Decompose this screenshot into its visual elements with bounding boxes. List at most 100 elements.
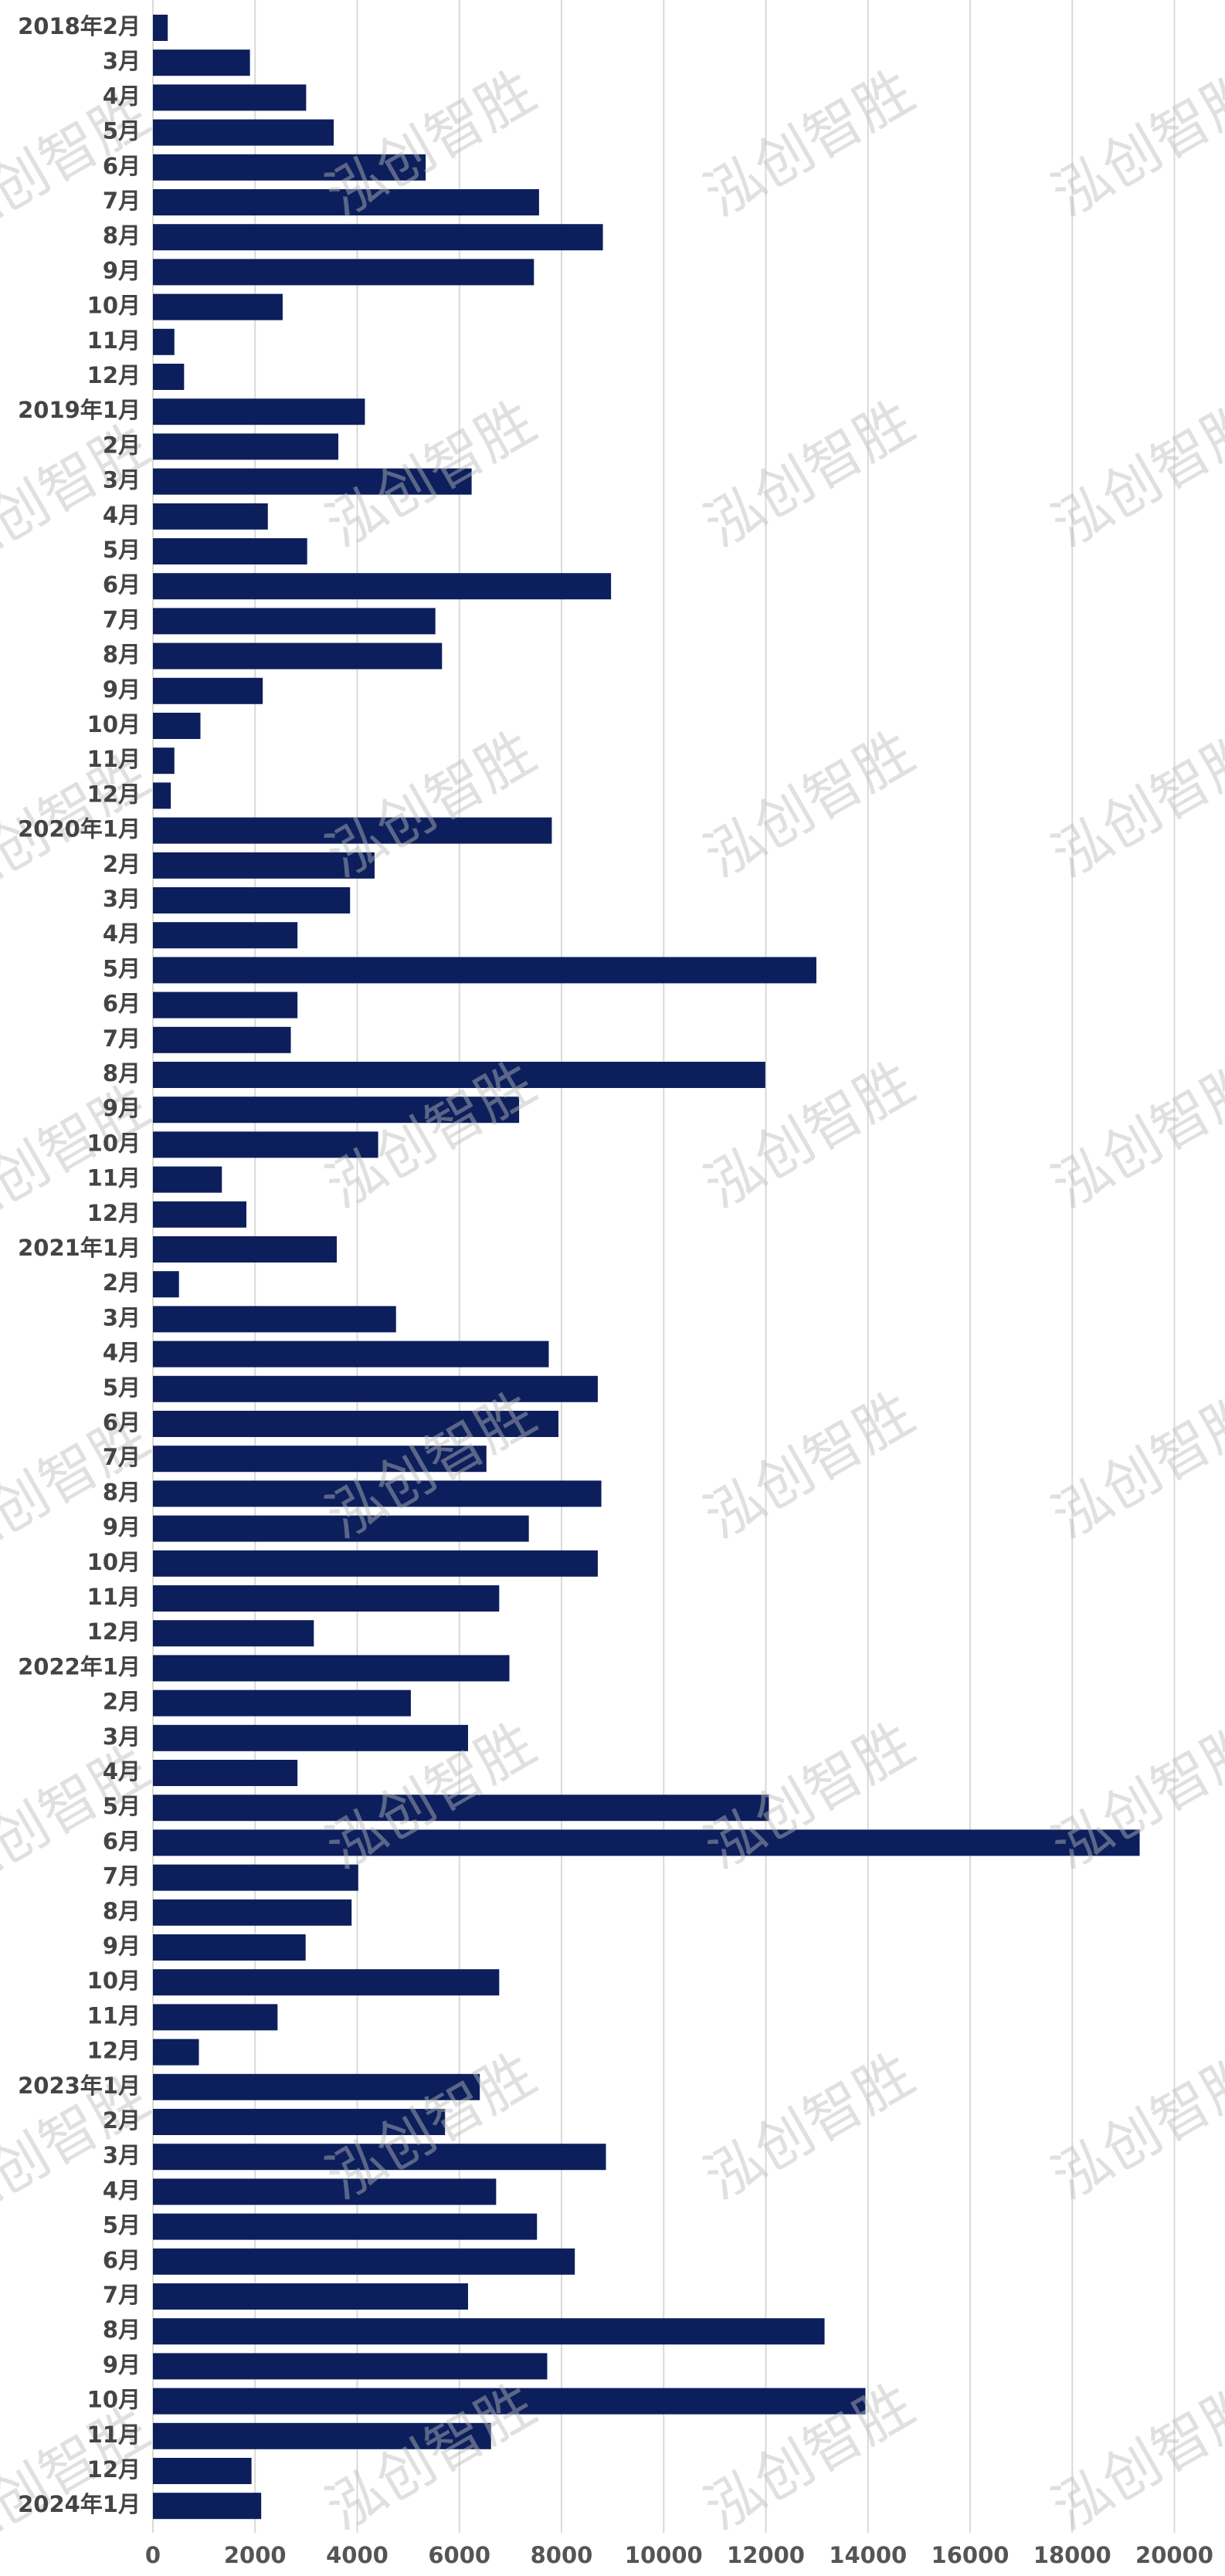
- bar: [153, 1341, 549, 1368]
- bar: [153, 1480, 602, 1507]
- bar: [153, 1096, 520, 1124]
- watermark: 泓创智胜: [1041, 2371, 1225, 2543]
- y-tick-label: 6月: [103, 571, 141, 598]
- bar: [153, 328, 175, 355]
- bar: [153, 922, 298, 949]
- y-tick-label: 12月: [87, 2038, 141, 2064]
- y-tick-label: 10月: [87, 1549, 141, 1575]
- y-tick-label: 3月: [103, 1724, 141, 1750]
- watermark: 泓创智胜: [694, 2041, 925, 2212]
- bar: [153, 2458, 252, 2484]
- y-tick-label: 9月: [103, 676, 141, 703]
- x-tick-label: 16000: [931, 2542, 1010, 2568]
- bar: [153, 503, 268, 530]
- watermark: 泓创智胜: [694, 1380, 925, 1551]
- x-tick-label: 14000: [829, 2542, 907, 2568]
- bar: [153, 1271, 179, 1298]
- y-tick-label: 2023年1月: [18, 2073, 141, 2099]
- y-tick-label: 11月: [87, 2422, 141, 2448]
- bar: [153, 2388, 866, 2415]
- bar: [153, 15, 168, 41]
- bar: [153, 259, 534, 286]
- bar: [153, 2004, 278, 2031]
- bar: [153, 2493, 262, 2520]
- watermark: 泓创智胜: [1041, 719, 1225, 890]
- y-tick-label: 2018年2月: [18, 13, 141, 39]
- y-tick-label: 10月: [87, 2387, 141, 2413]
- bar: [153, 2109, 446, 2135]
- y-tick-label: 4月: [103, 920, 141, 947]
- y-tick-label: 2019年1月: [18, 397, 141, 423]
- bars: [153, 15, 1140, 2520]
- bar: [153, 1375, 598, 1402]
- y-tick-label: 9月: [103, 257, 141, 283]
- y-tick-label: 12月: [87, 2456, 141, 2483]
- y-tick-label: 8月: [103, 222, 141, 249]
- bar: [153, 1585, 500, 1612]
- bar: [153, 1724, 468, 1751]
- watermark: 泓创智胜: [1041, 388, 1225, 560]
- y-tick-label: 2022年1月: [18, 1653, 141, 1679]
- y-tick-label: 11月: [87, 1584, 141, 1610]
- bar: [153, 852, 375, 879]
- bar: [153, 293, 283, 320]
- y-tick-label: 7月: [103, 188, 141, 214]
- y-tick-label: 10月: [87, 1130, 141, 1156]
- bar: [153, 1655, 510, 1682]
- y-tick-label: 3月: [103, 48, 141, 74]
- bar: [153, 433, 339, 460]
- bar: [153, 2283, 468, 2310]
- bar: [153, 608, 436, 635]
- bar: [153, 1026, 291, 1053]
- y-tick-label: 4月: [103, 1340, 141, 1366]
- y-tick-label: 7月: [103, 1863, 141, 1890]
- y-tick-label: 12月: [87, 1200, 141, 1226]
- bar: [153, 1899, 352, 1926]
- bar: [153, 2144, 606, 2171]
- bar: [153, 364, 185, 390]
- y-tick-label: 4月: [103, 502, 141, 528]
- y-tick-label: 9月: [103, 1095, 141, 1121]
- y-tick-label: 6月: [103, 1409, 141, 1435]
- bar: [153, 1969, 500, 1996]
- y-tick-label: 2021年1月: [18, 1235, 141, 1261]
- watermark: 泓创智胜: [1041, 2041, 1225, 2212]
- bar: [153, 1864, 358, 1891]
- watermark: 泓创智胜: [694, 58, 925, 229]
- bar: [153, 2248, 575, 2275]
- y-tick-label: 11月: [87, 746, 141, 772]
- y-tick-label: 10月: [87, 711, 141, 737]
- bar: [153, 2213, 538, 2240]
- bar: [153, 1166, 222, 1193]
- bar: [153, 1934, 306, 1961]
- y-tick-label: 7月: [103, 2282, 141, 2308]
- y-tick-label: 6月: [103, 2247, 141, 2273]
- y-tick-label: 2月: [103, 1269, 141, 1296]
- x-tick-label: 4000: [326, 2542, 389, 2568]
- y-tick-label: 6月: [103, 991, 141, 1017]
- y-tick-label: 3月: [103, 886, 141, 912]
- y-tick-label: 5月: [103, 118, 141, 144]
- bar: [153, 957, 816, 984]
- y-tick-label: 2020年1月: [18, 816, 141, 842]
- bar: [153, 1515, 529, 1542]
- bar: [153, 573, 612, 600]
- y-tick-label: 12月: [87, 1618, 141, 1645]
- watermark: 泓创智胜: [1041, 1049, 1225, 1221]
- y-tick-label: 6月: [103, 1828, 141, 1854]
- y-tick-label: 5月: [103, 1793, 141, 1819]
- bar: [153, 1411, 559, 1437]
- y-tick-label: 4月: [103, 83, 141, 109]
- bar: [153, 84, 307, 111]
- y-tick-label: 2月: [103, 1689, 141, 1715]
- y-tick-label: 9月: [103, 1933, 141, 1959]
- bar: [153, 2178, 497, 2205]
- bar: [153, 1236, 338, 1263]
- y-tick-label: 2月: [103, 851, 141, 877]
- y-tick-label: 9月: [103, 1514, 141, 1541]
- y-tick-label: 11月: [87, 2002, 141, 2029]
- bar: [153, 1829, 1140, 1856]
- bar: [153, 49, 250, 76]
- y-tick-label: 8月: [103, 1479, 141, 1505]
